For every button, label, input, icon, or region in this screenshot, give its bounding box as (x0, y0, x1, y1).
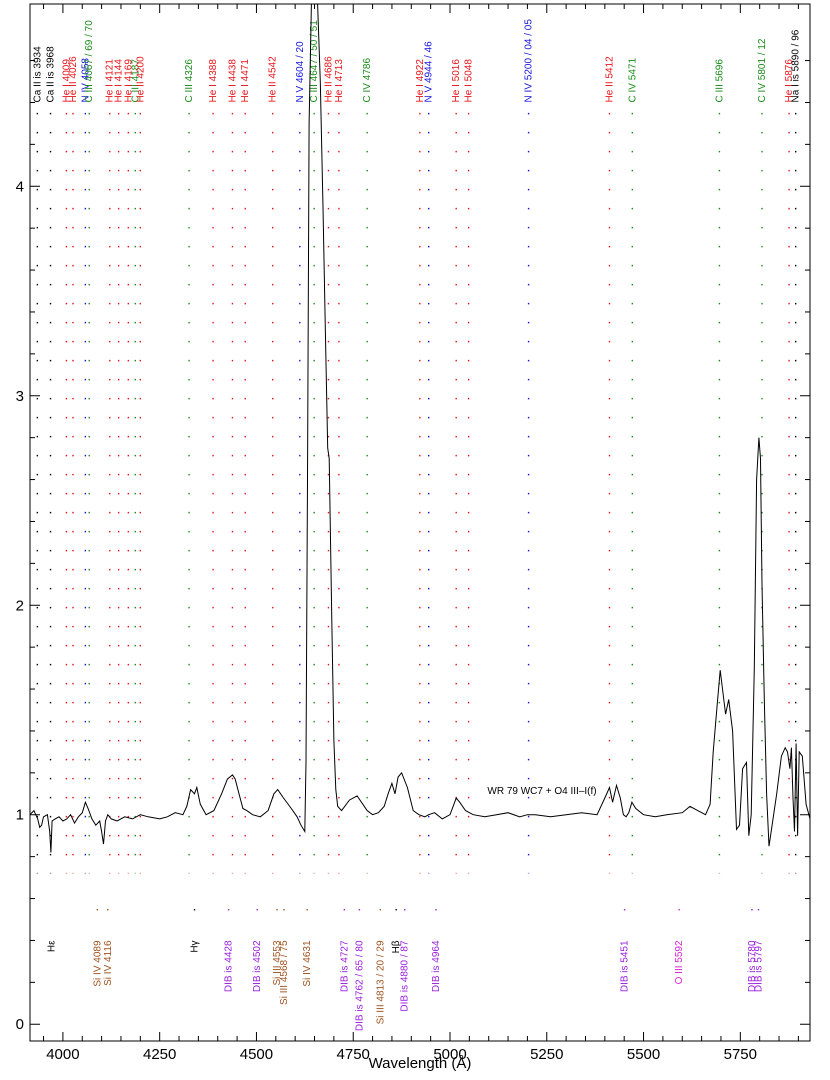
y-tick-label: 0 (16, 1016, 24, 1033)
line-id-label: O III 5592 (674, 940, 685, 984)
x-tick-label: 5750 (724, 1046, 757, 1063)
line-id-label: Na I is 5890 / 96 (791, 29, 802, 102)
y-tick-label: 2 (16, 597, 24, 614)
line-id-label: He I 5876 (784, 59, 795, 103)
line-id-label: Si III 4568 / 75 (279, 940, 290, 1005)
line-id-label: DIB is 5797 (754, 940, 765, 992)
line-id-label: DIB is 4762 / 65 / 80 (354, 940, 365, 1031)
line-id-label: N V 4944 / 46 (424, 41, 435, 103)
line-id-label: Si IV 4089 (92, 940, 103, 987)
line-id-label: He II 4026 (68, 56, 79, 103)
line-id-label: He II 4542 (268, 56, 279, 103)
line-id-label: He I 4169 (123, 59, 134, 103)
line-id-label: Si IV 4116 (103, 940, 114, 986)
line-id-label: DIB is 5451 (620, 940, 631, 992)
x-tick-label: 5500 (627, 1046, 660, 1063)
axes: 4000 4250 4500 4750 5000 5250 5500 5750 0 1 2 3 4 (16, 4, 810, 1063)
line-id-label: C III 4326 (184, 59, 195, 103)
line-id-label: He I 4121 (105, 59, 116, 103)
x-tick-label: 5250 (530, 1046, 563, 1063)
line-id-label: C IV 4786 (362, 58, 373, 103)
line-id-label: Si III 4553 (272, 940, 283, 985)
line-id-label: DIB is 4727 (339, 940, 350, 992)
line-id-label: He II 4200 (135, 56, 146, 103)
line-id-label: Hγ (190, 940, 201, 952)
x-tick-label: 4750 (337, 1046, 370, 1063)
line-id-label: Hε (46, 940, 57, 952)
line-id-label: DIB is 5780 (747, 940, 758, 992)
spectrum-line (29, 3, 811, 853)
line-id-label: He I 5048 (464, 59, 475, 103)
x-tick-label: 4000 (46, 1046, 79, 1063)
line-id-label: DIB is 4964 (431, 940, 442, 992)
x-tick-label: 5000 (433, 1046, 466, 1063)
line-id-label: He I 4009 (61, 59, 72, 103)
line-id-label: Ca II is 3934 (32, 46, 43, 103)
star-annotation: WR 79 WC7 + O4 III–I(f) (487, 786, 596, 797)
line-id-label: He II 5412 (604, 56, 615, 103)
line-id-label: DIB is 4502 (252, 940, 263, 992)
line-id-label: He I 4388 (208, 59, 219, 103)
line-id-label: C III 4187 (130, 59, 141, 103)
line-id-label: Si IV 4631 (302, 940, 313, 987)
line-id-label: C III 4647 / 50 / 51 (309, 20, 320, 103)
line-guide-ticks (36, 112, 797, 920)
y-tick-label: 3 (16, 388, 24, 405)
line-id-label: He II 4686 (323, 56, 334, 103)
line-id-label: C III 5696 (714, 59, 725, 103)
x-tick-label: 4500 (240, 1046, 273, 1063)
line-id-label: He I 4713 (334, 59, 345, 103)
line-id-label: N IV 4058 (80, 58, 91, 103)
line-id-label: He I 4471 (240, 59, 251, 103)
line-id-label: He I 4144 (114, 59, 125, 103)
x-axis-title: Wavelength (Å) (369, 1055, 472, 1072)
line-id-label: Ca II is 3968 (46, 46, 57, 103)
line-id-label: Si III 4813 / 20 / 29 (375, 940, 386, 1024)
line-id-label: He I 5016 (451, 59, 462, 103)
line-id-label: DIB is 4428 (224, 940, 235, 992)
x-tick-label: 4250 (143, 1046, 176, 1063)
line-id-label: He I 4922 (415, 59, 426, 103)
line-id-label: Hβ (391, 940, 402, 953)
line-id-label: C IV 5801 / 12 (757, 38, 768, 102)
line-id-label: C III 4067 / 69 / 70 (84, 20, 95, 103)
line-id-label: DIB is 4880 / 87 (400, 940, 411, 1012)
y-tick-label: 4 (16, 178, 24, 195)
line-id-label: N IV 5200 / 04 / 05 (524, 19, 535, 103)
line-id-label: N V 4604 / 20 (295, 41, 306, 103)
y-tick-label: 1 (16, 807, 24, 824)
plot-frame (29, 3, 811, 1042)
line-id-label: He I 4438 (227, 59, 238, 103)
line-id-label: C IV 5471 (627, 58, 638, 103)
